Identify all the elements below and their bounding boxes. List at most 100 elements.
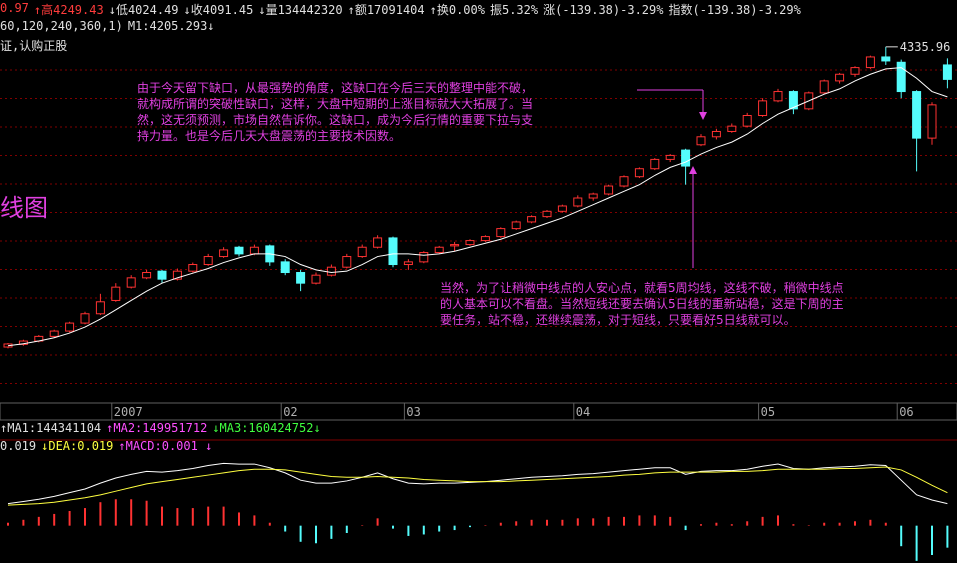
candle-body — [480, 236, 490, 242]
candle-body — [696, 136, 706, 146]
candle-body — [573, 197, 583, 207]
quote-item: 指数(-139.38)-3.29% — [668, 3, 801, 17]
candle-body — [142, 272, 152, 279]
quote-item: ↑额17091404 — [347, 3, 425, 17]
candle-body — [172, 270, 182, 280]
quote-item: ↓收4091.45 — [183, 3, 254, 17]
candle-body — [758, 100, 768, 116]
annotation-line: 要任务，站不稳，还继续震荡，对于短线，只要看好5日线就可以。 — [440, 313, 796, 327]
x-axis-strip — [0, 402, 957, 421]
candle-body — [496, 228, 506, 238]
candle-body — [342, 256, 352, 268]
annotation: 当然，为了让稍微中线点的人安心点，就看5周均线，这线不破，稍微中线点 的人基本可以… — [440, 280, 844, 328]
candle-body — [942, 64, 952, 80]
candle-body — [588, 193, 598, 199]
candle-body — [850, 67, 860, 75]
candle-body — [542, 210, 552, 218]
x-tick-label: 04 — [576, 405, 590, 419]
macd-bar: 0.019 ↓DEA:0.019 ↑MACD:0.001 ↓ — [0, 439, 212, 453]
x-tick-label: 2007 — [114, 405, 143, 419]
arrowhead — [689, 166, 697, 174]
quote-item: ↑高4249.43 — [33, 3, 104, 17]
quote-item: ↓量134442320 — [258, 3, 343, 17]
annotation: 由于今天留下缺口，从最强势的角度，这缺口在今后三天的整理中能不破， 就构成所谓的突… — [137, 80, 533, 144]
candle-body — [665, 154, 675, 160]
candle-body — [527, 216, 537, 223]
quote-item: ↓低4024.49 — [108, 3, 179, 17]
volume-ma-item: ↓MA3:160424752↓ — [212, 421, 321, 435]
ma-item: 60,120,240,360,1) — [0, 19, 123, 33]
candle-body — [126, 277, 136, 288]
volume-ma-item: ↑MA1:144341104 — [0, 421, 102, 435]
candle-body — [881, 56, 891, 62]
candle-body — [203, 256, 213, 266]
candle-body — [619, 176, 629, 187]
volume-ma-item: ↑MA2:149951712 — [106, 421, 208, 435]
candle-body — [326, 266, 336, 276]
candle-body — [634, 168, 644, 178]
candle-body — [311, 274, 321, 284]
macd-item: 0.019 — [0, 439, 37, 453]
chart-label: 线图 — [0, 194, 48, 222]
annotation-line: 由于今天留下缺口，从最强势的角度，这缺口在今后三天的整理中能不破， — [137, 81, 534, 95]
candle-body — [773, 91, 783, 102]
candle-body — [157, 270, 167, 280]
x-tick-label: 05 — [761, 405, 775, 419]
candle-body — [296, 272, 306, 284]
candle-body — [557, 205, 567, 212]
candle-body — [219, 249, 229, 258]
arrowhead — [699, 112, 707, 120]
candle-body — [604, 185, 614, 195]
ma-line — [7, 67, 948, 347]
candle-body — [742, 115, 752, 127]
dea-line — [7, 466, 948, 506]
candle-body — [249, 246, 259, 255]
quote-bar: 0.97 ↑高4249.43 ↓低4024.49 ↓收4091.45 ↓量1344423… — [0, 1, 801, 18]
candle-body — [111, 286, 121, 301]
annotation-line: 当然，为了让稍微中线点的人安心点，就看5周均线，这线不破，稍微中线点 — [440, 281, 844, 295]
candle-body — [388, 237, 398, 266]
candle-body — [188, 264, 198, 272]
candle-body — [835, 73, 845, 82]
candle-body — [819, 80, 829, 94]
candle-body — [80, 313, 90, 324]
annotation-line: 持力量。也是今后几天大盘震荡的主要技术因数。 — [137, 129, 402, 143]
candle-body — [234, 246, 244, 255]
ma-bar: 60,120,240,360,1) M1:4205.293↓ — [0, 19, 215, 33]
x-tick-label: 02 — [283, 405, 297, 419]
volume-bar: ↑MA1:144341104 ↑MA2:149951712 ↓MA3:1604247… — [0, 421, 321, 435]
candle-body — [95, 301, 105, 315]
x-tick-label: 03 — [406, 405, 420, 419]
candle-body — [419, 252, 429, 263]
quote-item: 涨(-139.38)-3.29% — [543, 3, 664, 17]
candle-body — [912, 91, 922, 139]
candle-body — [465, 240, 475, 246]
annotation-line: 就构成所谓的突破性缺口，这样，大盘中短期的上涨目标就大大拓展了。当 — [137, 97, 534, 111]
quote-item: 振5.32% — [489, 3, 539, 17]
candle-body — [681, 149, 691, 167]
annotation-line: 然，这无须预测，市场自然告诉你。这缺口，成为今后行情的重要下拉与支 — [137, 113, 534, 127]
candle-body — [865, 56, 875, 69]
candle-body — [49, 330, 59, 337]
candle-body — [511, 221, 521, 230]
x-tick-label: 06 — [899, 405, 913, 419]
candle-body — [711, 130, 721, 138]
candle-body — [373, 237, 383, 248]
quote-item: ↑换0.00% — [429, 3, 485, 17]
quote-item: 0.97 — [0, 1, 29, 15]
stock-name: 证,认购正股 — [0, 37, 67, 54]
candle-body — [896, 61, 906, 93]
candle-body — [450, 244, 460, 247]
stock-name-text: 证,认购正股 — [0, 39, 68, 53]
candle-body — [927, 104, 937, 139]
macd-item: ↓DEA:0.019 — [41, 439, 114, 453]
candle-body — [65, 322, 75, 332]
candle-body — [403, 261, 413, 266]
candle-body — [788, 91, 798, 110]
peak-label: 4335.96 — [900, 40, 951, 54]
ma-item: M1:4205.293↓ — [127, 19, 215, 33]
annotation-line: 的人基本可以不看盘。当然短线还要去确认5日线的重新站稳，这是下周的主 — [440, 297, 844, 311]
candle-body — [650, 158, 660, 170]
